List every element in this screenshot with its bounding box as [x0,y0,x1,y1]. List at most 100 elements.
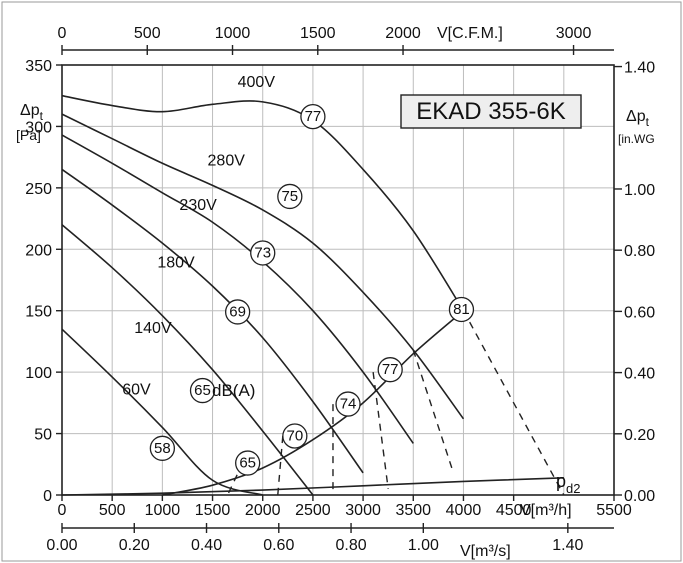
m3s-tick-label-0: 0.00 [46,537,77,554]
sound-marker-circle-9 [282,423,308,449]
sound-marker-5: 58 [149,435,176,461]
series-line-400V [61,94,465,312]
speed-label-60V: 60V [122,381,151,398]
inwg-tick-label-3: 0.60 [624,304,655,321]
m3s-tick-label-6: 1.40 [552,537,583,554]
dba-unit-label: dB(A) [212,381,255,400]
cfm-tick-label-4: 2000 [385,25,421,42]
inwg-tick-label-6: 1.40 [624,60,655,77]
cfm-tick-label-2: 1000 [215,25,251,42]
sound-marker-text-0: 77 [305,108,322,125]
sound-marker-0: 77 [300,103,326,130]
y-tick-label-0: 0 [43,488,52,505]
x-tick-label-10: 5500 [596,502,632,519]
sound-marker-text-4: 65 [194,382,211,399]
left-axis-sub: t [40,109,44,123]
sound-marker-circle-8 [335,391,361,417]
sound-marker-text-8: 74 [340,396,357,413]
x-tick-label-1: 500 [99,502,126,519]
sound-marker-1: 75 [277,183,303,210]
x-tick-label-8: 4000 [446,502,482,519]
left-axis-delta: Δp [20,102,40,119]
series-line-280V [61,113,465,420]
right-axis-label: Δpt [626,108,650,129]
cfm-tick-label-0: 0 [58,25,67,42]
left-axis-label: Δpt [20,102,44,123]
cfm-tick-label-5: 3000 [556,25,592,42]
sound-marker-text-3: 69 [229,303,246,320]
sound-marker-circle-6 [448,296,475,323]
series-line-230V [61,134,414,444]
x-tick-label-7: 3500 [395,502,431,519]
sound-marker-circle-0 [300,103,326,130]
cfm-axis-label: V[C.F.M.] [437,25,503,42]
right-axis-sub: t [646,115,650,129]
model-box [400,94,582,129]
right-axis-unit: [in.WG [618,132,655,146]
y-tick-label-2: 100 [25,365,52,382]
y-tick-label-7: 350 [25,58,52,75]
sound-marker-circle-2 [250,240,276,266]
speed-label-180V: 180V [157,255,195,272]
sound-marker-8: 74 [335,391,361,417]
model-label: EKAD 355-6K [416,98,565,125]
sound-marker-text-1: 75 [281,188,298,205]
y-tick-label-5: 250 [25,181,52,198]
speed-label-140V: 140V [134,320,172,337]
sound-marker-6: 81 [448,296,475,323]
sound-marker-text-2: 73 [254,244,271,261]
x-tick-label-4: 2000 [245,502,281,519]
y-tick-label-6: 300 [25,119,52,136]
y-tick-label-3: 150 [25,304,52,321]
system-curve [162,310,464,496]
sound-marker-circle-3 [224,299,251,325]
sound-marker-text-10: 65 [239,455,256,472]
sound-marker-circle-4 [189,377,216,404]
x-tick-label-9: 4500 [496,502,532,519]
dashed-extension-4 [277,435,284,496]
m3s-axis-label: V[m³/s] [460,543,511,560]
pd2-name: p [556,471,566,491]
series-line-140V [61,224,314,496]
pd2-curve [61,477,564,496]
cfm-tick-label-3: 1500 [300,25,336,42]
x-tick-label-0: 0 [58,502,67,519]
cfm-tick-label-1: 500 [134,25,161,42]
speed-label-400V: 400V [238,74,276,91]
inwg-tick-label-2: 0.40 [624,366,655,383]
m3s-tick-label-3: 0.60 [263,537,294,554]
dashed-extension-1 [412,349,455,474]
x-tick-label-3: 1500 [195,502,231,519]
sound-marker-4: 65 [189,377,216,404]
sound-marker-text-9: 70 [286,428,303,445]
inwg-tick-label-0: 0.00 [624,488,655,505]
m3s-tick-label-2: 0.40 [191,537,222,554]
inwg-tick-label-5: 1.00 [624,182,655,199]
m3s-tick-label-5: 1.00 [408,537,439,554]
dashed-extension-0 [462,310,565,496]
m3s-tick-label-1: 0.20 [119,537,150,554]
left-axis-unit: [Pa] [16,127,41,143]
speed-label-280V: 280V [208,153,246,170]
pd2-sub: d2 [566,481,580,496]
m3s-tick-label-4: 0.80 [335,537,366,554]
sound-marker-text-7: 77 [382,361,399,378]
bottom-axis-label: V[m³/h] [520,502,572,519]
inwg-tick-label-1: 0.20 [624,427,655,444]
pd2-label: pd2 [556,471,580,496]
sound-marker-circle-1 [277,183,303,210]
plot-border [61,64,615,496]
sound-marker-text-5: 58 [154,440,171,457]
speed-label-230V: 230V [179,197,217,214]
x-tick-label-2: 1000 [145,502,181,519]
sound-marker-circle-5 [149,435,176,461]
sound-marker-text-6: 81 [453,301,470,318]
sound-marker-7: 77 [377,357,403,383]
x-tick-label-6: 3000 [345,502,381,519]
y-tick-label-4: 200 [25,242,52,259]
y-tick-label-1: 50 [34,427,52,444]
series-line-60V [61,328,263,496]
